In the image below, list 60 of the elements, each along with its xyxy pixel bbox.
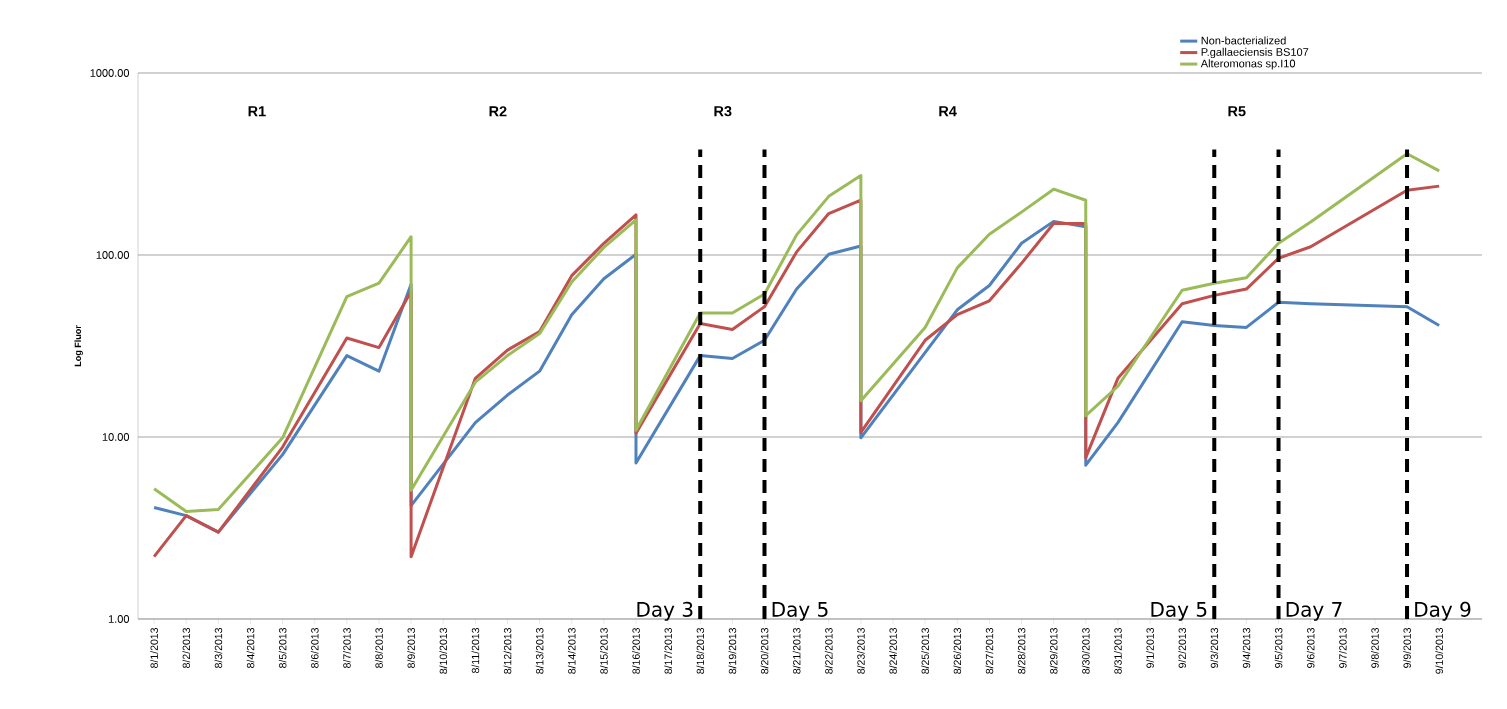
y-axis-title: Log Fluor xyxy=(74,325,83,367)
x-tick-label: 9/9/2013 xyxy=(1403,627,1411,668)
ref-line-label: Day 9 xyxy=(1415,601,1471,621)
x-tick-label: 8/16/2013 xyxy=(632,627,640,674)
x-tick-label: 9/5/2013 xyxy=(1274,627,1283,668)
x-tick-label: 8/19/2013 xyxy=(728,627,737,674)
x-tick-label: 8/18/2013 xyxy=(696,627,705,674)
x-tick-label: 8/3/2013 xyxy=(214,627,223,668)
x-tick-label: 8/21/2013 xyxy=(792,627,801,674)
x-tick-label: 9/10/2013 xyxy=(1435,627,1444,674)
x-tick-label: 9/8/2013 xyxy=(1371,627,1379,668)
ref-line-label: Day 5 xyxy=(1151,602,1207,621)
x-tick-label: 8/14/2013 xyxy=(567,627,576,674)
y-tick-label: 1000.00 xyxy=(90,69,130,77)
line-series xyxy=(152,152,1441,513)
x-tick-label: 8/4/2013 xyxy=(246,627,255,668)
x-tick-label: 8/9/2013 xyxy=(407,627,415,668)
legend-label: Alteromonas sp.I10 xyxy=(1200,59,1296,70)
x-tick-label: 8/15/2013 xyxy=(600,627,608,674)
x-tick-label: 8/10/2013 xyxy=(439,627,448,674)
annotation: R4 xyxy=(939,106,957,117)
x-tick-label: 8/8/2013 xyxy=(375,627,383,668)
x-tick-label: 9/4/2013 xyxy=(1242,627,1251,668)
x-tick-label: 8/23/2013 xyxy=(857,627,865,674)
x-tick-label: 9/1/2013 xyxy=(1146,627,1154,668)
ref-line-label: Day 7 xyxy=(1286,602,1342,621)
annotation: R1 xyxy=(248,106,266,117)
x-tick-label: 8/27/2013 xyxy=(985,627,994,674)
x-tick-label: 8/12/2013 xyxy=(503,627,512,674)
x-tick-label: 8/20/2013 xyxy=(760,627,769,674)
x-tick-label: 9/6/2013 xyxy=(1306,627,1315,668)
x-tick-label: 8/31/2013 xyxy=(1114,627,1122,674)
x-tick-label: 8/6/2013 xyxy=(310,627,319,668)
x-tick-label: 8/7/2013 xyxy=(342,627,351,668)
x-tick-label: 9/2/2013 xyxy=(1178,627,1187,668)
y-tick-label: 1.00 xyxy=(108,615,130,623)
legend-label: Non-bacterialized xyxy=(1201,36,1286,45)
x-tick-label: 8/26/2013 xyxy=(953,627,962,674)
ref-line-label: Day 5 xyxy=(772,602,828,621)
ref-line-label: Day 3 xyxy=(637,601,693,621)
x-tick-label: 8/2/2013 xyxy=(182,627,191,668)
x-tick-label: 9/3/2013 xyxy=(1210,627,1219,668)
x-tick-label: 8/5/2013 xyxy=(278,627,287,668)
y-tick-label: 10.00 xyxy=(102,433,130,441)
x-tick-label: 8/11/2013 xyxy=(471,627,480,673)
x-tick-label: 8/25/2013 xyxy=(921,627,929,674)
annotation: R5 xyxy=(1228,106,1246,117)
x-tick-label: 9/7/2013 xyxy=(1338,627,1347,668)
x-tick-label: 8/17/2013 xyxy=(664,627,672,674)
x-tick-label: 8/24/2013 xyxy=(889,627,897,674)
x-tick-label: 8/28/2013 xyxy=(1017,627,1026,674)
x-tick-label: 8/1/2013 xyxy=(150,627,158,668)
annotation: R3 xyxy=(714,106,732,117)
x-tick-label: 8/30/2013 xyxy=(1081,627,1090,674)
x-tick-label: 8/29/2013 xyxy=(1049,627,1058,674)
legend-label: P.gallaeciensis BS107 xyxy=(1201,47,1309,59)
annotation: R2 xyxy=(489,106,507,117)
y-tick-label: 100.00 xyxy=(96,251,130,259)
x-tick-label: 8/13/2013 xyxy=(535,627,544,674)
x-tick-label: 8/22/2013 xyxy=(824,627,833,674)
